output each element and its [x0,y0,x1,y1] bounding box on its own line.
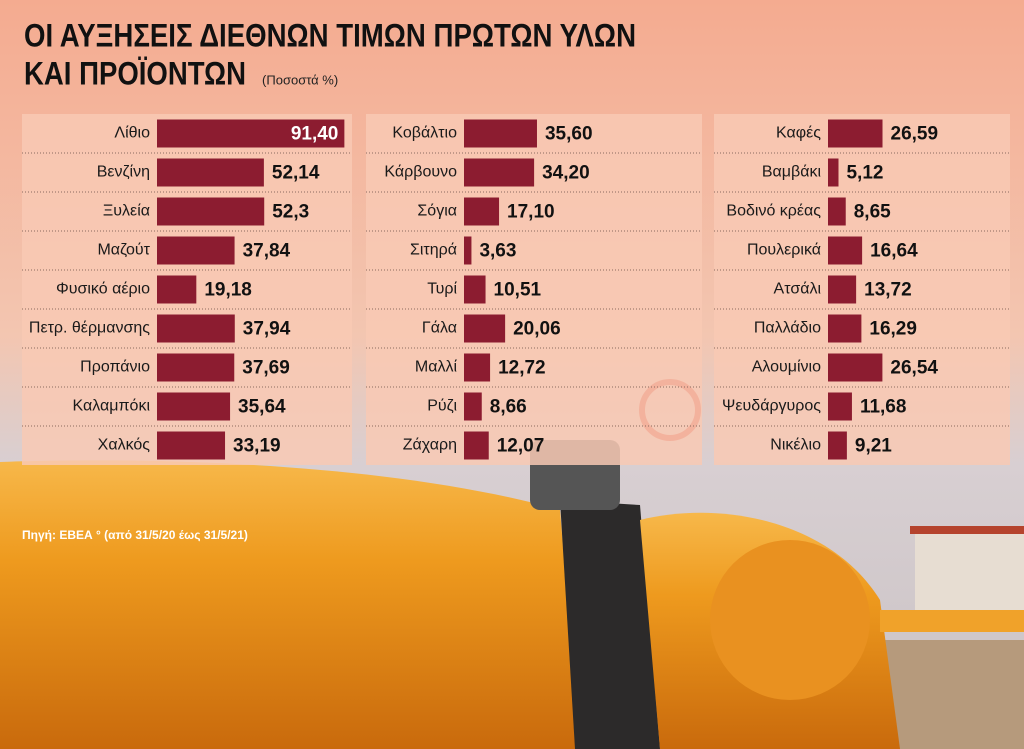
value-label: 16,29 [869,319,917,340]
category-label: Καφές [776,125,821,142]
category-label: Νικέλιο [770,437,821,454]
value-label: 17,10 [507,202,555,223]
bar [464,275,486,304]
panel-background [714,114,1010,465]
category-label: Βοδινό κρέας [726,203,821,220]
value-label: 52,3 [272,202,309,223]
title-line: ΚΑΙ ΠΡΟΪΟΝΤΩΝ [24,55,246,91]
value-label: 34,20 [542,163,590,184]
bar [157,119,345,148]
category-label: Γάλα [422,320,457,337]
bar [157,392,231,421]
bar [464,392,482,421]
value-label: 13,72 [864,280,912,301]
category-label: Μαλλί [415,359,458,376]
value-label: 8,66 [490,397,527,418]
value-label: 5,12 [846,163,883,184]
bar [464,236,472,265]
bar [464,353,491,382]
source: Πηγή: ΕΒΕΑ ° (από 31/5/20 έως 31/5/21) [22,528,248,542]
category-label: Ψευδάργυρος [722,398,821,415]
bar [157,431,226,460]
bar [828,158,839,187]
category-label: Χαλκός [98,437,151,454]
category-label: Βαμβάκι [762,164,822,181]
category-label: Βενζίνη [97,164,150,181]
title-line: ΟΙ ΑΥΞΗΣΕΙΣ ΔΙΕΘΝΩΝ ΤΙΜΩΝ ΠΡΩΤΩΝ ΥΛΩΝ [24,17,636,53]
value-label: 37,84 [243,241,291,262]
value-label: 52,14 [272,163,320,184]
bar [828,197,846,226]
bar [157,236,235,265]
value-label: 35,60 [545,124,593,145]
bar [464,119,537,148]
category-label: Σόγια [417,203,457,220]
value-label: 12,72 [498,358,546,379]
category-label: Πετρ. θέρμανσης [29,320,150,337]
category-label: Κάρβουνο [384,164,457,181]
value-label: 20,06 [513,319,561,340]
value-label: 91,40 [291,124,339,145]
bar [157,197,265,226]
bar [828,392,852,421]
value-label: 3,63 [479,241,516,262]
bar [157,275,197,304]
bar [464,197,500,226]
value-label: 37,94 [243,319,291,340]
bar [464,431,489,460]
value-label: 16,64 [870,241,918,262]
category-label: Ζάχαρη [403,437,457,454]
bar [464,158,535,187]
category-label: Ρύζι [427,398,457,415]
bar [157,158,264,187]
category-label: Λίθιο [114,125,150,142]
bar [828,236,863,265]
value-label: 26,59 [891,124,939,145]
bar [157,314,235,343]
value-label: 10,51 [494,280,542,301]
bar [828,119,883,148]
category-label: Κοβάλτιο [392,125,457,142]
category-label: Μαζούτ [97,242,150,259]
value-label: 37,69 [242,358,290,379]
value-label: 12,07 [497,436,545,457]
category-label: Τυρί [427,281,457,298]
bar [464,314,506,343]
category-label: Αλουμίνιο [752,359,821,376]
category-label: Πουλερικά [747,242,821,259]
category-label: Φυσικό αέριο [56,281,150,298]
category-label: Παλλάδιο [754,320,821,337]
category-label: Καλαμπόκι [73,398,151,415]
value-label: 9,21 [855,436,892,457]
category-label: Ατσάλι [774,281,822,298]
bar [157,353,235,382]
category-label: Προπάνιο [80,359,150,376]
bar [828,314,862,343]
bar [828,431,847,460]
value-label: 33,19 [233,436,281,457]
subtitle: (Ποσοστά %) [262,72,338,87]
value-label: 35,64 [238,397,286,418]
value-label: 26,54 [890,358,938,379]
bar [828,353,883,382]
value-label: 11,68 [860,397,907,418]
category-label: Ξυλεία [103,203,150,220]
value-label: 8,65 [854,202,891,223]
value-label: 19,18 [204,280,252,301]
bar [828,275,857,304]
category-label: Σιτηρά [410,242,457,259]
